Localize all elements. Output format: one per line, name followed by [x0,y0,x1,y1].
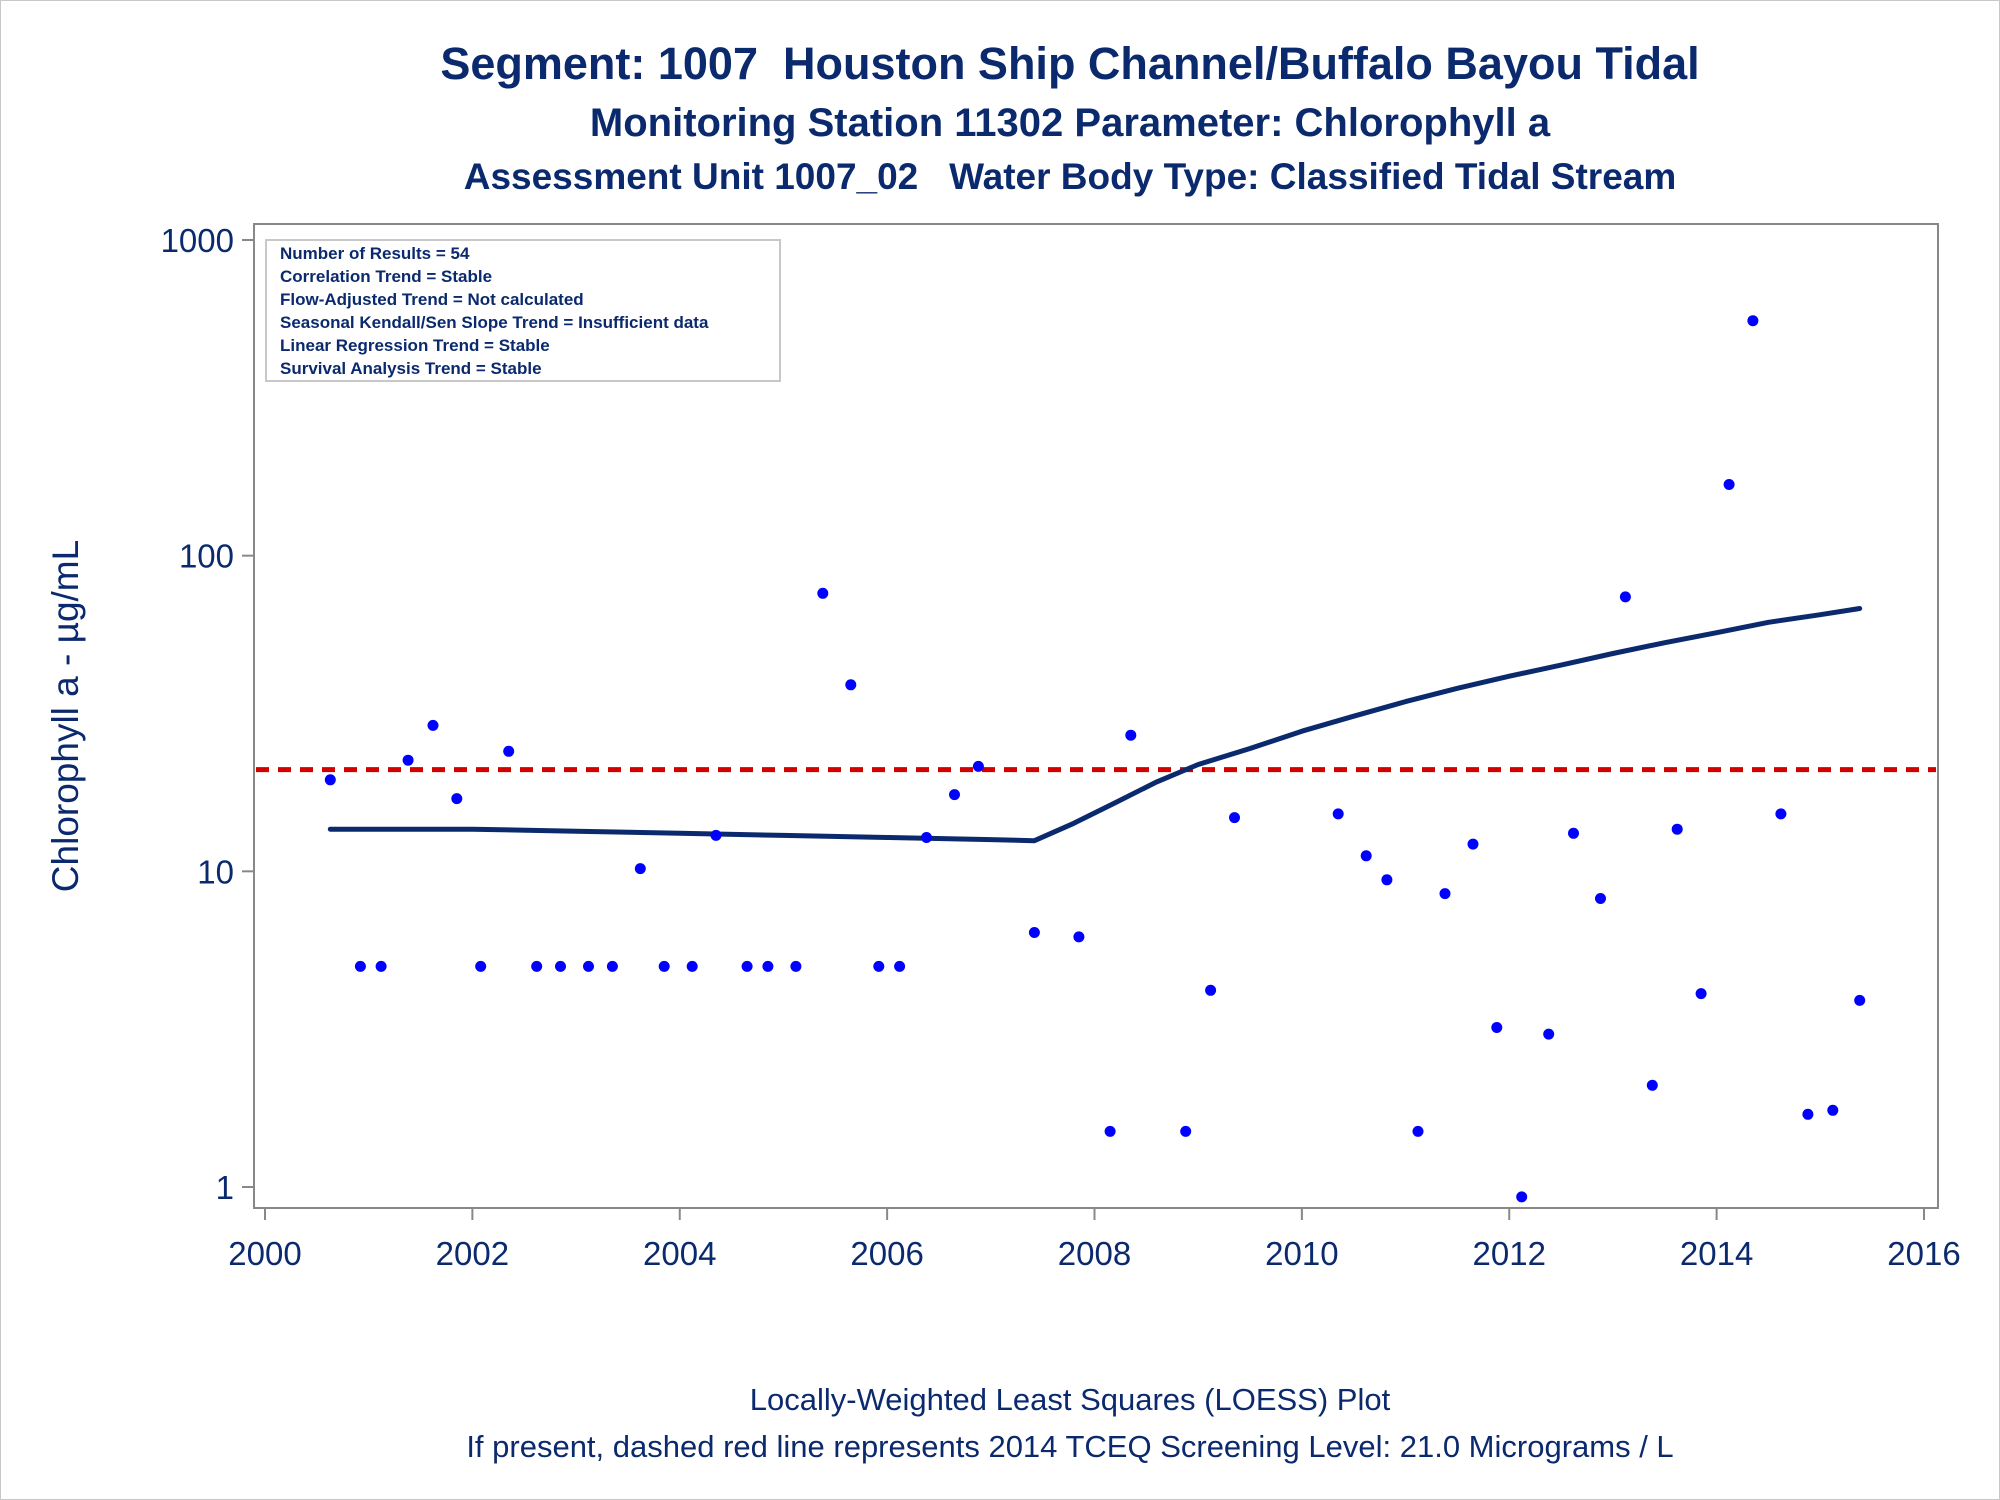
data-point [1180,1125,1192,1137]
data-point [1028,927,1040,938]
data-point [1695,988,1707,1000]
data-point [531,960,543,972]
stats-box-line: Flow-Adjusted Trend = Not calculated [280,290,584,309]
data-point [354,960,366,972]
data-point [324,774,336,786]
x-tick-label: 2012 [1473,1235,1546,1272]
data-point [555,960,566,972]
data-point [790,960,802,972]
x-tick-label: 2002 [436,1235,509,1272]
data-point [817,587,829,599]
data-point [1723,479,1735,490]
data-point [921,832,932,843]
data-point [1439,888,1451,900]
data-point [402,754,414,766]
data-point [427,719,439,731]
stats-box-line: Seasonal Kendall/Sen Slope Trend = Insuf… [280,313,709,332]
stats-box [265,239,781,382]
x-tick-label: 2004 [643,1235,716,1272]
y-tick-label: 10 [197,853,234,890]
data-point [710,829,722,841]
chart-subtitle-assessment: Assessment Unit 1007_02 Water Body Type:… [463,156,1677,197]
data-point [1491,1022,1503,1033]
x-tick-label: 2008 [1058,1235,1131,1272]
stats-box-line: Number of Results = 54 [280,244,470,263]
x-tick-label: 2016 [1887,1235,1960,1272]
data-point [503,745,515,757]
stats-box-line: Survival Analysis Trend = Stable [280,359,542,378]
data-point [475,960,487,972]
data-point [1360,850,1372,862]
data-point [1619,591,1631,603]
x-tick-label: 2000 [228,1235,301,1272]
data-point [1802,1108,1814,1120]
y-tick-label: 100 [179,538,234,575]
chart-subtitle-station: Monitoring Station 11302 Parameter: Chlo… [589,101,1551,145]
data-point [1467,838,1479,850]
x-tick-label: 2014 [1680,1235,1753,1272]
data-point [634,863,646,875]
data-point [1671,823,1683,835]
y-axis-label: Chlorophyll a - µg/mL [45,540,86,892]
data-point [1104,1125,1116,1137]
data-point [606,960,618,972]
data-point [762,960,774,972]
chart-title: Segment: 1007 Houston Ship Channel/Buffa… [440,38,1700,89]
data-point [1854,994,1866,1006]
data-point [686,960,698,972]
data-point [1229,812,1240,824]
y-tick-label: 1 [216,1169,234,1206]
data-point [1412,1125,1424,1137]
data-point [1775,808,1787,820]
x-tick-label: 2006 [850,1235,923,1272]
data-point [1125,729,1137,741]
x-tick-label: 2010 [1265,1235,1338,1272]
data-point [375,960,387,972]
data-point [1747,315,1759,327]
data-point [873,960,885,972]
data-point [1646,1079,1658,1091]
data-point [741,960,753,972]
data-point [1595,893,1606,904]
data-point [1073,931,1085,943]
data-point [845,679,857,691]
data-point [972,760,984,772]
data-point [1205,984,1217,996]
y-tick-label: 1000 [161,222,234,259]
footnote-loess: Locally-Weighted Least Squares (LOESS) P… [749,1382,1391,1417]
data-point [1543,1028,1555,1040]
loess-trend-line [327,606,1863,844]
data-point [1568,827,1579,839]
data-point [658,960,670,972]
plot-area-frame [253,223,1939,1209]
data-point [583,960,594,972]
stats-box-line: Linear Regression Trend = Stable [280,336,550,355]
stats-box-line: Correlation Trend = Stable [280,267,492,286]
data-point [949,789,960,801]
data-point [1332,808,1344,820]
footnote-screening-level: If present, dashed red line represents 2… [466,1429,1674,1464]
data-point [451,793,463,805]
data-point [1381,874,1393,886]
data-point [894,960,906,972]
data-point [1827,1104,1839,1116]
data-point [1516,1191,1528,1203]
